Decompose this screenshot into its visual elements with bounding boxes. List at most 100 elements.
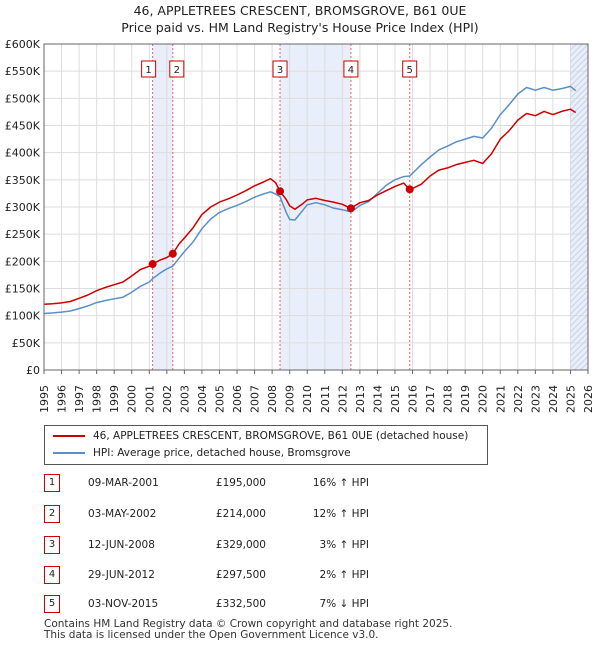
- sale-point: [346, 204, 355, 213]
- x-tick-label: 2015: [389, 385, 402, 413]
- x-tick-label: 2001: [143, 385, 156, 413]
- chart-title: 46, APPLETREES CRESCENT, BROMSGROVE, B61…: [133, 3, 467, 18]
- hatch-line: [570, 218, 588, 237]
- sale-hpi-diff: 12% ↑ HPI: [312, 508, 369, 520]
- hatch-line: [570, 200, 588, 219]
- hatch-line: [570, 50, 588, 69]
- hatch-line: [570, 278, 588, 297]
- sale-price: £332,500: [215, 598, 266, 610]
- axes: £0 £50K £100K £150K £200K £250K £300K £350K £400…: [5, 38, 595, 413]
- hatch-line: [570, 188, 588, 207]
- hatch-line: [570, 140, 588, 159]
- legend-label-property: 46, APPLETREES CRESCENT, BROMSGROVE, B61…: [93, 430, 469, 442]
- y-tick-label: £200K: [5, 255, 41, 268]
- footer-copyright: Contains HM Land Registry data © Crown c…: [44, 618, 453, 630]
- x-tick-label: 2011: [319, 385, 332, 413]
- chart-title-block: 46, APPLETREES CRESCENT, BROMSGROVE, B61…: [0, 2, 600, 36]
- sale-price: £297,500: [215, 569, 266, 581]
- sale-price: £214,000: [215, 508, 266, 520]
- x-tick-label: 2009: [284, 385, 297, 413]
- sale-number-box: [402, 60, 418, 78]
- x-tick-label: 2026: [582, 385, 595, 413]
- hatch-line: [570, 128, 588, 147]
- y-tick-label: £100K: [5, 310, 41, 323]
- hatch-line: [570, 44, 572, 45]
- sale-number-badge: 5: [44, 595, 60, 613]
- hatch-line: [570, 338, 588, 357]
- hatch-line: [570, 110, 588, 129]
- hatch-line: [570, 212, 588, 231]
- legend-swatch-property: [53, 435, 85, 437]
- sale-number-text: 3: [277, 65, 283, 76]
- hpi-line: [43, 85, 577, 315]
- sale-number-badge: 1: [44, 474, 60, 492]
- hatch-line: [570, 170, 588, 189]
- hatch-line: [570, 296, 588, 315]
- sale-number-label: 3: [272, 60, 288, 78]
- hatch-line: [585, 368, 588, 370]
- sale-number-text: 4: [348, 65, 354, 76]
- x-tick-label: 2023: [529, 385, 542, 413]
- hatch-line: [570, 344, 588, 363]
- hatch-line: [570, 314, 588, 333]
- hatch-line: [570, 104, 588, 123]
- sale-number-badge: 2: [44, 505, 60, 523]
- hatch-line: [570, 152, 588, 171]
- y-tick-label: £400K: [5, 147, 41, 160]
- hatch-line: [579, 362, 588, 370]
- x-tick-label: 2019: [459, 385, 472, 413]
- x-tick-label: 2005: [213, 385, 226, 413]
- sale-number-text: 2: [174, 65, 180, 76]
- x-tick-label: 2003: [178, 385, 191, 413]
- legend: 46, APPLETREES CRESCENT, BROMSGROVE, B61…: [44, 425, 488, 465]
- x-tick-label: 1996: [56, 385, 69, 413]
- y-tick-label: £600K: [5, 38, 41, 51]
- hatch-line: [570, 176, 588, 195]
- y-tick-label: £150K: [5, 283, 41, 296]
- hatch-line: [570, 44, 578, 51]
- sale-number-box: [343, 60, 359, 78]
- sale-hpi-diff: 3% ↑ HPI: [319, 539, 369, 551]
- hatch-line: [570, 122, 588, 141]
- sale-number-label: 5: [402, 60, 418, 78]
- x-tick-label: 2021: [494, 385, 507, 413]
- sale-number-badge: 3: [44, 536, 60, 554]
- hatch-line: [570, 290, 588, 309]
- plot-frame: [43, 43, 589, 371]
- sale-number-box: [141, 60, 157, 78]
- footer-licence: This data is licensed under the Open Gov…: [44, 629, 379, 641]
- y-tick-label: £550K: [5, 65, 41, 78]
- sale-date: 03-NOV-2015: [88, 598, 159, 610]
- x-tick-label: 2007: [249, 385, 262, 413]
- sale-number-label: 1: [141, 60, 157, 78]
- hatch-line: [570, 182, 588, 201]
- sale-number-text: 5: [407, 65, 413, 76]
- hatch-line: [570, 98, 588, 117]
- property-price-line: [43, 108, 577, 306]
- legend-label-hpi: HPI: Average price, detached house, Brom…: [93, 447, 351, 459]
- hatch-line: [570, 248, 588, 267]
- hatch-line: [570, 206, 588, 225]
- chart-subtitle: Price paid vs. HM Land Registry's House …: [121, 20, 479, 35]
- hatch-line: [570, 260, 588, 279]
- x-tick-label: 2016: [407, 385, 420, 413]
- hatch-line: [570, 116, 588, 135]
- legend-swatch-hpi: [53, 452, 85, 454]
- sale-point: [405, 185, 414, 194]
- x-tick-label: 2025: [564, 385, 577, 413]
- x-tick-label: 2004: [196, 385, 209, 413]
- y-tick-label: £50K: [12, 337, 41, 350]
- sale-point: [148, 260, 157, 269]
- hatch-line: [570, 134, 588, 153]
- x-tick-label: 2022: [512, 385, 525, 413]
- y-tick-label: £350K: [5, 174, 41, 187]
- sale-number-boxes: 1 2 3 4 5: [141, 60, 418, 78]
- hatch-line: [570, 350, 588, 369]
- y-tick-label: £0: [26, 364, 40, 377]
- x-tick-label: 2002: [161, 385, 174, 413]
- hatch-line: [570, 164, 588, 183]
- sale-date: 03-MAY-2002: [88, 508, 157, 520]
- sale-price: £195,000: [215, 477, 266, 489]
- footer: Contains HM Land Registry data © Crown c…: [44, 619, 452, 641]
- hatch-line: [570, 56, 588, 75]
